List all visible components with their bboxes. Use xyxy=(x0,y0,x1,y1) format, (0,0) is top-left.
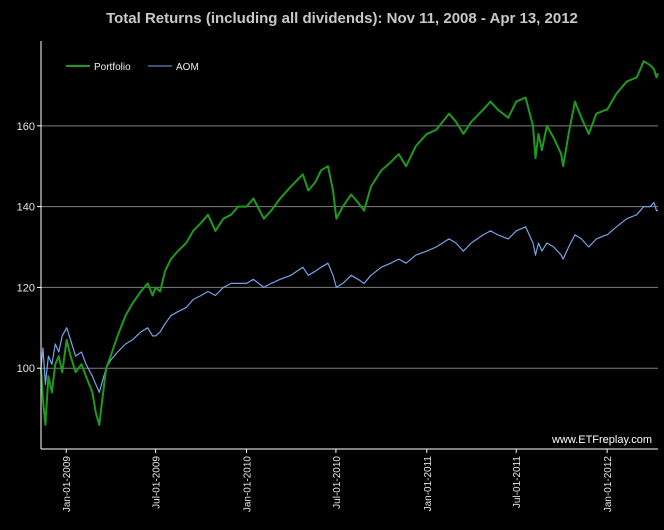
y-tick-label: 160 xyxy=(17,121,35,133)
legend-label-aom: AOM xyxy=(176,62,199,73)
x-tick-label: Jul-01-2009 xyxy=(152,456,163,509)
x-tick-label: Jan-01-2012 xyxy=(603,456,614,513)
series-layer xyxy=(40,60,659,426)
y-tick-label: 120 xyxy=(17,282,35,294)
chart-title: Total Returns (including all dividends):… xyxy=(106,10,578,27)
x-tick-label: Jan-01-2011 xyxy=(423,456,434,512)
x-tick-label: Jul-01-2011 xyxy=(512,456,523,509)
x-tick-label: Jan-01-2010 xyxy=(243,456,254,513)
legend: Portfolio AOM xyxy=(66,62,199,73)
y-tick-label: 100 xyxy=(17,363,35,375)
x-tick-labels: Jan-01-2009 Jul-01-2009 Jan-01-2010 Jul-01-… xyxy=(62,449,614,512)
legend-label-portfolio: Portfolio xyxy=(94,62,131,73)
series-line-aom xyxy=(40,202,658,393)
y-tick-label: 140 xyxy=(17,202,35,214)
watermark: www.ETFreplay.com xyxy=(551,434,652,446)
x-tick-label: Jul-01-2010 xyxy=(332,456,343,509)
series-line-portfolio xyxy=(40,60,659,426)
x-tick-label: Jan-01-2009 xyxy=(62,456,73,513)
y-tick-labels: 100 120 140 160 xyxy=(17,121,41,375)
